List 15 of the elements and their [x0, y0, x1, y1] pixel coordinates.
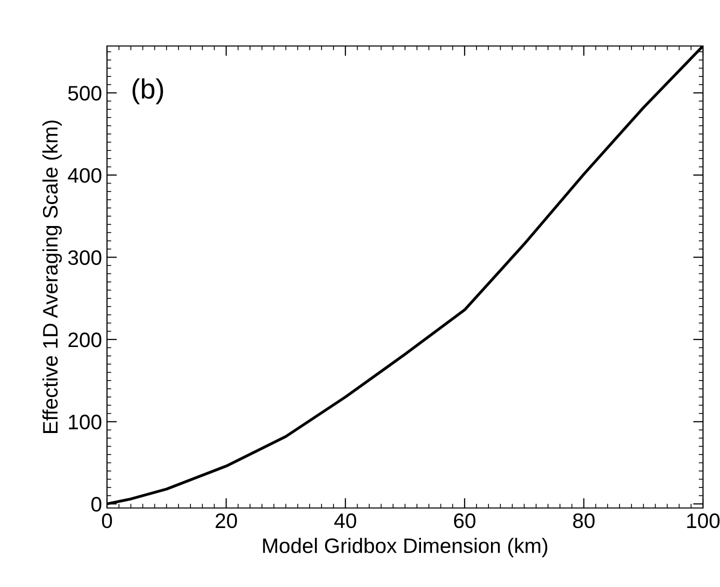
x-tick-label: 60: [454, 513, 476, 528]
annotation: (b): [132, 78, 164, 104]
x-tick-label: 40: [334, 513, 356, 528]
x-tick-label: 100: [687, 513, 720, 528]
y-tick-label: 0: [91, 496, 102, 512]
y-tick-label: 400: [68, 168, 102, 183]
x-axis-title: Model Gridbox Dimension (km): [263, 538, 548, 558]
x-tick-label: 0: [102, 513, 112, 528]
x-tick-label: 20: [216, 513, 237, 528]
y-tick-label: 100: [68, 414, 102, 430]
y-tick-label: 500: [68, 86, 102, 101]
y-tick-label: 300: [68, 250, 102, 266]
y-axis-title: Effective 1D Averaging Scale (km): [42, 120, 62, 433]
y-tick-label: 200: [68, 332, 102, 348]
x-tick-label: 80: [573, 513, 595, 528]
